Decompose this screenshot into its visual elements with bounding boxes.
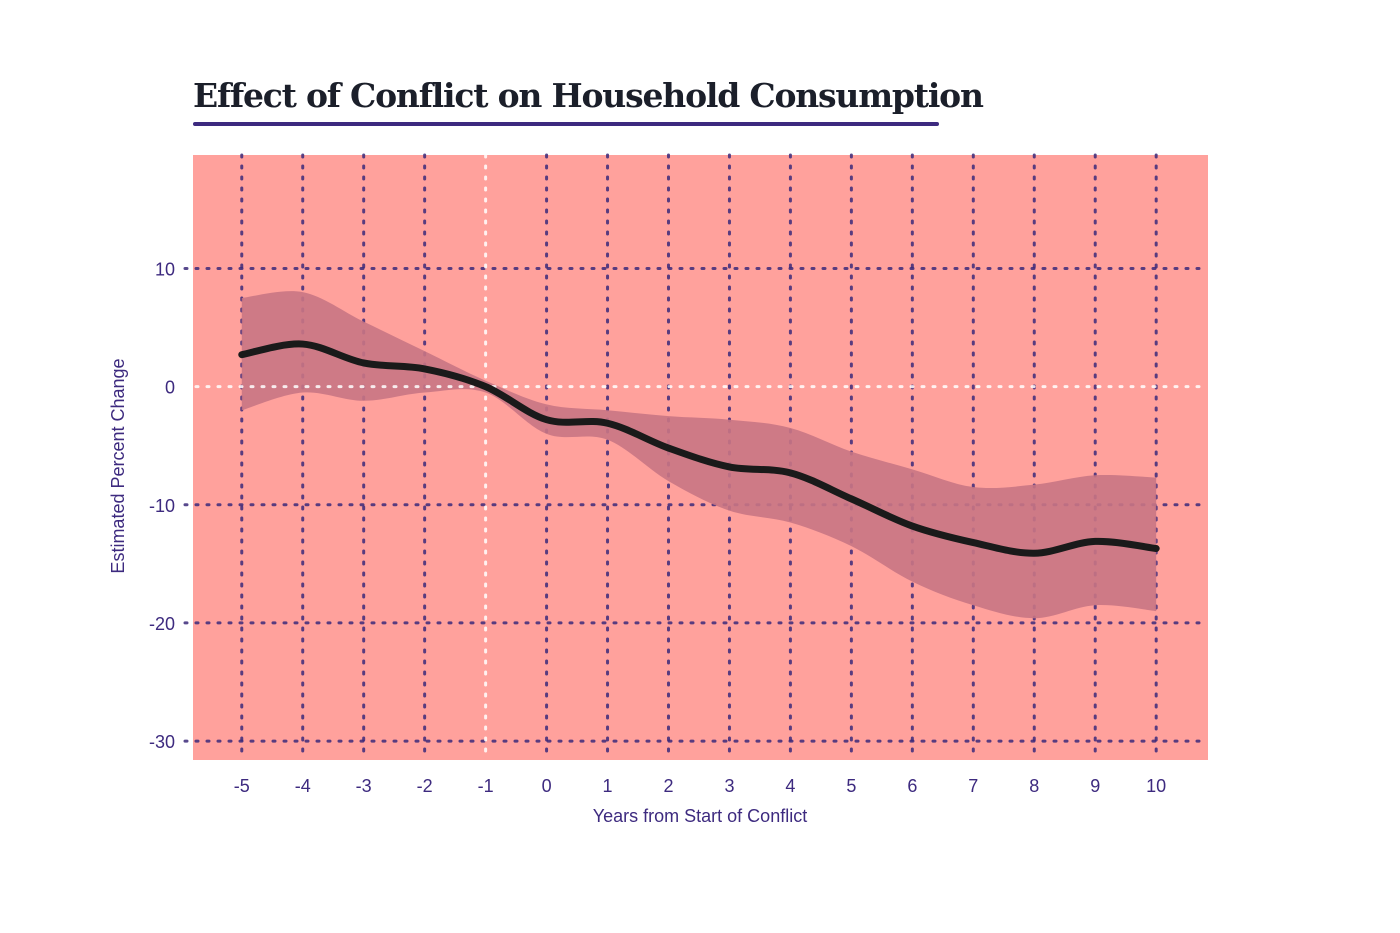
x-tick-label: 10 (1146, 776, 1166, 796)
x-tick-label: 3 (724, 776, 734, 796)
y-tick-label: -30 (149, 732, 175, 752)
y-tick-label: -10 (149, 496, 175, 516)
x-tick-label: 7 (968, 776, 978, 796)
x-tick-label: -5 (234, 776, 250, 796)
reference-lines (183, 153, 1210, 762)
x-tick-label: 2 (663, 776, 673, 796)
x-tick-label: 9 (1090, 776, 1100, 796)
x-tick-label: -1 (478, 776, 494, 796)
x-axis-ticks: -5 -4 -3 -2 -1 0 1 2 3 4 5 6 7 8 9 10 (234, 776, 1166, 796)
x-axis-label: Years from Start of Conflict (593, 806, 807, 826)
y-tick-label: 0 (165, 378, 175, 398)
x-tick-label: 6 (907, 776, 917, 796)
series-line (238, 340, 1160, 557)
x-tick-label: -3 (356, 776, 372, 796)
y-tick-label: 10 (155, 259, 175, 279)
x-tick-label: 5 (846, 776, 856, 796)
chart-title: Effect of Conflict on Household Consumpt… (193, 76, 984, 115)
x-tick-label: -4 (295, 776, 311, 796)
y-axis-label: Estimated Percent Change (108, 358, 128, 573)
y-tick-label: -20 (149, 614, 175, 634)
y-axis-ticks: 10 0 -10 -20 -30 (149, 259, 175, 752)
x-tick-label: -2 (417, 776, 433, 796)
grid (183, 153, 1210, 762)
x-tick-label: 4 (785, 776, 795, 796)
x-tick-label: 1 (603, 776, 613, 796)
title-underline (193, 122, 939, 126)
confidence-band (241, 291, 1157, 619)
x-tick-label: 0 (542, 776, 552, 796)
x-tick-label: 8 (1029, 776, 1039, 796)
